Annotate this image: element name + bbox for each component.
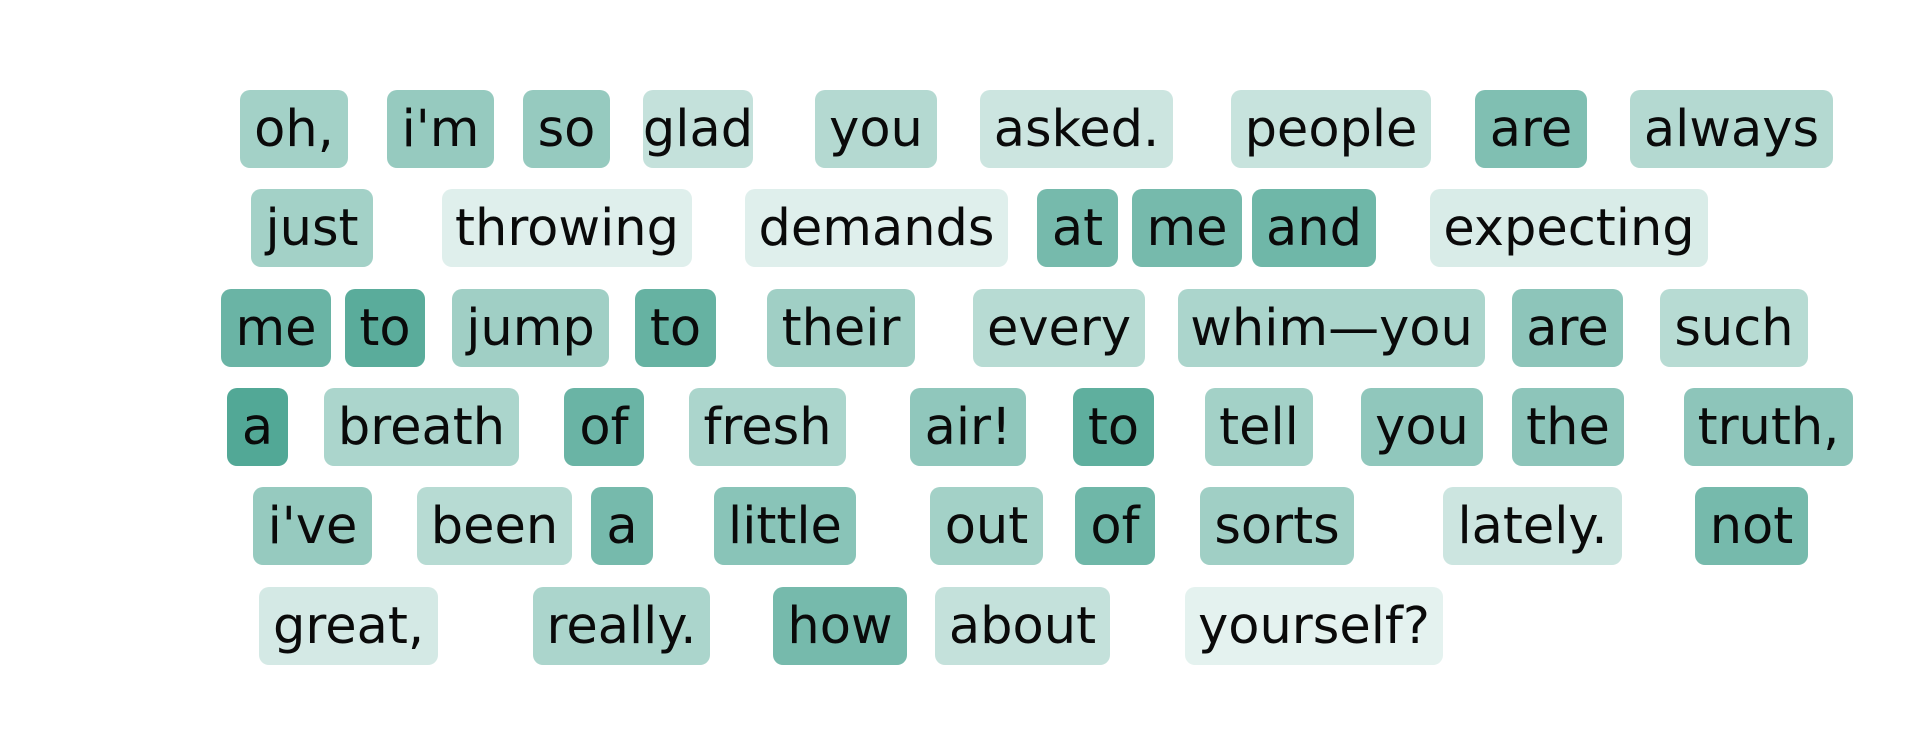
token-chip: throwing	[442, 189, 692, 267]
token-chip: whim—you	[1178, 289, 1485, 367]
token-chip: not	[1695, 487, 1808, 565]
token-chip: yourself?	[1185, 587, 1443, 665]
token-chip: at	[1037, 189, 1118, 267]
token-chip: to	[1073, 388, 1154, 466]
token-chip: are	[1475, 90, 1587, 168]
token-chip: demands	[745, 189, 1008, 267]
token-chip: expecting	[1430, 189, 1708, 267]
token-chip: of	[1075, 487, 1155, 565]
token-chip: lately.	[1443, 487, 1622, 565]
token-chip: asked.	[980, 90, 1173, 168]
token-chip: of	[564, 388, 644, 466]
token-chip: out	[930, 487, 1043, 565]
token-chip: jump	[452, 289, 609, 367]
token-chip: people	[1231, 90, 1431, 168]
token-chip: tell	[1205, 388, 1313, 466]
token-chip: really.	[533, 587, 710, 665]
token-chip: about	[935, 587, 1110, 665]
token-chip: their	[767, 289, 915, 367]
token-chip: been	[417, 487, 572, 565]
token-chip: sorts	[1200, 487, 1354, 565]
token-chip: i'm	[387, 90, 494, 168]
token-chip: breath	[324, 388, 519, 466]
token-chip: such	[1660, 289, 1808, 367]
token-chip: to	[345, 289, 425, 367]
token-chip: truth,	[1684, 388, 1853, 466]
token-chip: air!	[910, 388, 1026, 466]
token-chip: just	[251, 189, 373, 267]
token-chip: every	[973, 289, 1145, 367]
token-chip: glad	[643, 90, 753, 168]
token-chip: and	[1252, 189, 1376, 267]
token-chip: so	[523, 90, 610, 168]
token-chip: a	[227, 388, 288, 466]
token-chip: you	[815, 90, 937, 168]
token-chip: oh,	[240, 90, 348, 168]
token-chip: are	[1512, 289, 1623, 367]
token-chip: the	[1512, 388, 1624, 466]
token-chip: to	[635, 289, 716, 367]
token-chip: i've	[253, 487, 372, 565]
token-chip: me	[221, 289, 331, 367]
token-chip: always	[1630, 90, 1833, 168]
token-chip: me	[1132, 189, 1242, 267]
token-chip: great,	[259, 587, 438, 665]
token-chip: you	[1361, 388, 1483, 466]
token-chip: how	[773, 587, 907, 665]
token-chip: a	[591, 487, 653, 565]
token-chip: little	[714, 487, 856, 565]
token-chip: fresh	[689, 388, 846, 466]
